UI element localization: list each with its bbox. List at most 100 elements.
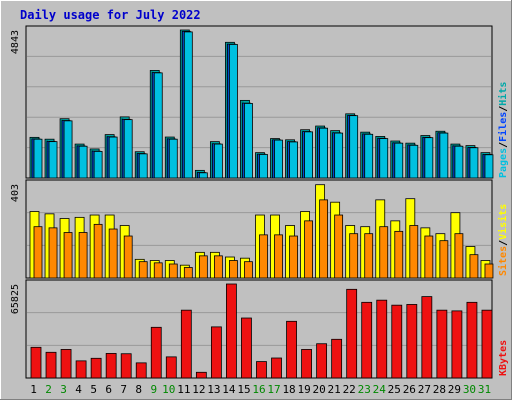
x-tick-label-day-21: 21 bbox=[328, 383, 341, 396]
bar-kbytes-day-17 bbox=[271, 357, 282, 379]
panel-hits-files-pages-legend: Pages/Files/Hits bbox=[497, 82, 509, 178]
x-tick-label-day-23: 23 bbox=[358, 383, 371, 396]
legend-item: / bbox=[498, 240, 509, 246]
legend-item: Pages bbox=[498, 148, 509, 178]
x-tick-label-day-15: 15 bbox=[237, 383, 250, 396]
panel-visits-sites-max-label: 403 bbox=[10, 184, 21, 202]
panel-kbytes-max-label: 65825 bbox=[10, 284, 21, 314]
bar-sites-day-23 bbox=[364, 233, 374, 279]
bar-pages-day-27 bbox=[424, 137, 434, 179]
bar-pages-day-26 bbox=[409, 144, 419, 179]
bar-sites-day-22 bbox=[349, 233, 359, 279]
x-tick-label-day-16: 16 bbox=[252, 383, 265, 396]
bar-pages-day-16 bbox=[259, 154, 268, 179]
panel-kbytes: 65825 KBytes bbox=[10, 279, 509, 379]
legend-item: Files bbox=[497, 112, 509, 142]
x-tick-label-day-5: 5 bbox=[90, 383, 97, 396]
bar-pages-day-11 bbox=[183, 31, 193, 179]
bar-sites-day-24 bbox=[379, 226, 389, 279]
bar-pages-day-8 bbox=[138, 153, 148, 179]
bar-sites-day-17 bbox=[274, 234, 283, 279]
bar-kbytes-day-14 bbox=[226, 283, 237, 379]
bar-sites-day-5 bbox=[93, 223, 103, 279]
bar-kbytes-day-13 bbox=[210, 326, 222, 379]
bar-sites-day-4 bbox=[78, 232, 88, 279]
bar-pages-day-31 bbox=[484, 154, 494, 179]
bar-pages-day-29 bbox=[454, 145, 464, 179]
bar-pages-day-15 bbox=[244, 103, 253, 179]
bar-sites-day-15 bbox=[244, 261, 253, 279]
bar-pages-day-23 bbox=[364, 133, 374, 179]
x-tick-label-day-17: 17 bbox=[267, 383, 280, 396]
x-tick-label-day-1: 1 bbox=[30, 383, 37, 396]
bar-pages-day-24 bbox=[379, 138, 389, 179]
bar-pages-day-6 bbox=[108, 136, 118, 179]
bar-sites-day-25 bbox=[394, 230, 404, 279]
bar-sites-day-26 bbox=[409, 225, 419, 279]
bar-sites-day-18 bbox=[289, 235, 298, 279]
bar-kbytes-day-19 bbox=[301, 349, 312, 379]
bar-sites-day-11 bbox=[183, 267, 193, 279]
bar-sites-day-29 bbox=[454, 233, 464, 279]
x-tick-label-day-19: 19 bbox=[297, 383, 310, 396]
bar-sites-day-13 bbox=[213, 255, 223, 279]
x-tick-label-day-27: 27 bbox=[418, 383, 431, 396]
x-tick-label-day-24: 24 bbox=[373, 383, 387, 396]
bar-sites-day-10 bbox=[168, 263, 178, 279]
bar-sites-day-1 bbox=[33, 226, 43, 279]
bar-kbytes-day-12 bbox=[195, 371, 207, 379]
bar-kbytes-day-5 bbox=[90, 357, 102, 379]
x-tick-label-day-22: 22 bbox=[343, 383, 356, 396]
bar-pages-day-4 bbox=[78, 145, 88, 179]
bar-kbytes-day-20 bbox=[316, 343, 328, 379]
bar-kbytes-day-18 bbox=[286, 320, 297, 379]
bar-kbytes-day-25 bbox=[391, 304, 403, 379]
x-tick-label-day-18: 18 bbox=[282, 383, 295, 396]
panel-hits-files-pages-max-label: 4843 bbox=[10, 30, 21, 54]
bar-sites-day-31 bbox=[484, 263, 494, 279]
panel-visits-sites: 403 Sites/Visits bbox=[10, 179, 509, 279]
bar-kbytes-day-24 bbox=[376, 299, 388, 379]
bar-sites-day-19 bbox=[304, 220, 313, 279]
bar-kbytes-day-30 bbox=[466, 301, 478, 379]
bar-sites-day-12 bbox=[198, 255, 208, 279]
bar-sites-day-9 bbox=[153, 262, 163, 279]
bar-kbytes-day-2 bbox=[45, 351, 57, 379]
bar-kbytes-day-16 bbox=[256, 361, 267, 379]
x-tick-label-day-13: 13 bbox=[207, 383, 220, 396]
legend-item: Hits bbox=[497, 82, 509, 106]
x-tick-label-day-7: 7 bbox=[120, 383, 127, 396]
bar-kbytes-day-4 bbox=[75, 360, 87, 379]
x-axis-day-labels: 1 2 3 4 5 6 7 8 9 10 11 12 13 14 15 16 17 18 19 20 21 22 23 24 2… bbox=[30, 383, 491, 396]
bar-kbytes-day-1 bbox=[30, 346, 42, 379]
bar-pages-day-13 bbox=[213, 143, 223, 179]
bar-pages-day-12 bbox=[198, 172, 208, 179]
legend-item: / bbox=[498, 142, 509, 148]
bar-pages-day-3 bbox=[63, 120, 73, 179]
x-tick-label-day-9: 9 bbox=[150, 383, 157, 396]
bar-kbytes-day-29 bbox=[451, 310, 463, 379]
bar-kbytes-day-9 bbox=[150, 326, 162, 379]
bar-kbytes-day-28 bbox=[436, 309, 448, 379]
bar-sites-day-6 bbox=[108, 228, 118, 279]
bar-pages-day-25 bbox=[394, 142, 404, 179]
bar-kbytes-day-11 bbox=[180, 309, 192, 379]
bar-kbytes-day-27 bbox=[421, 296, 433, 379]
bar-pages-day-14 bbox=[229, 44, 238, 179]
bar-sites-day-14 bbox=[229, 260, 238, 279]
chart-title: Daily usage for July 2022 bbox=[20, 8, 201, 22]
bar-pages-day-10 bbox=[168, 138, 178, 179]
bar-sites-day-2 bbox=[48, 227, 58, 279]
x-tick-label-day-31: 31 bbox=[478, 383, 491, 396]
legend-item: Sites bbox=[497, 246, 509, 276]
bar-sites-day-27 bbox=[424, 235, 434, 279]
x-tick-label-day-10: 10 bbox=[162, 383, 175, 396]
bar-sites-day-30 bbox=[469, 254, 479, 279]
bar-kbytes-day-31 bbox=[481, 309, 493, 379]
bar-sites-day-7 bbox=[123, 235, 133, 279]
bar-sites-day-28 bbox=[439, 240, 449, 279]
bar-kbytes-day-23 bbox=[361, 301, 373, 379]
bar-kbytes-day-22 bbox=[346, 288, 358, 379]
